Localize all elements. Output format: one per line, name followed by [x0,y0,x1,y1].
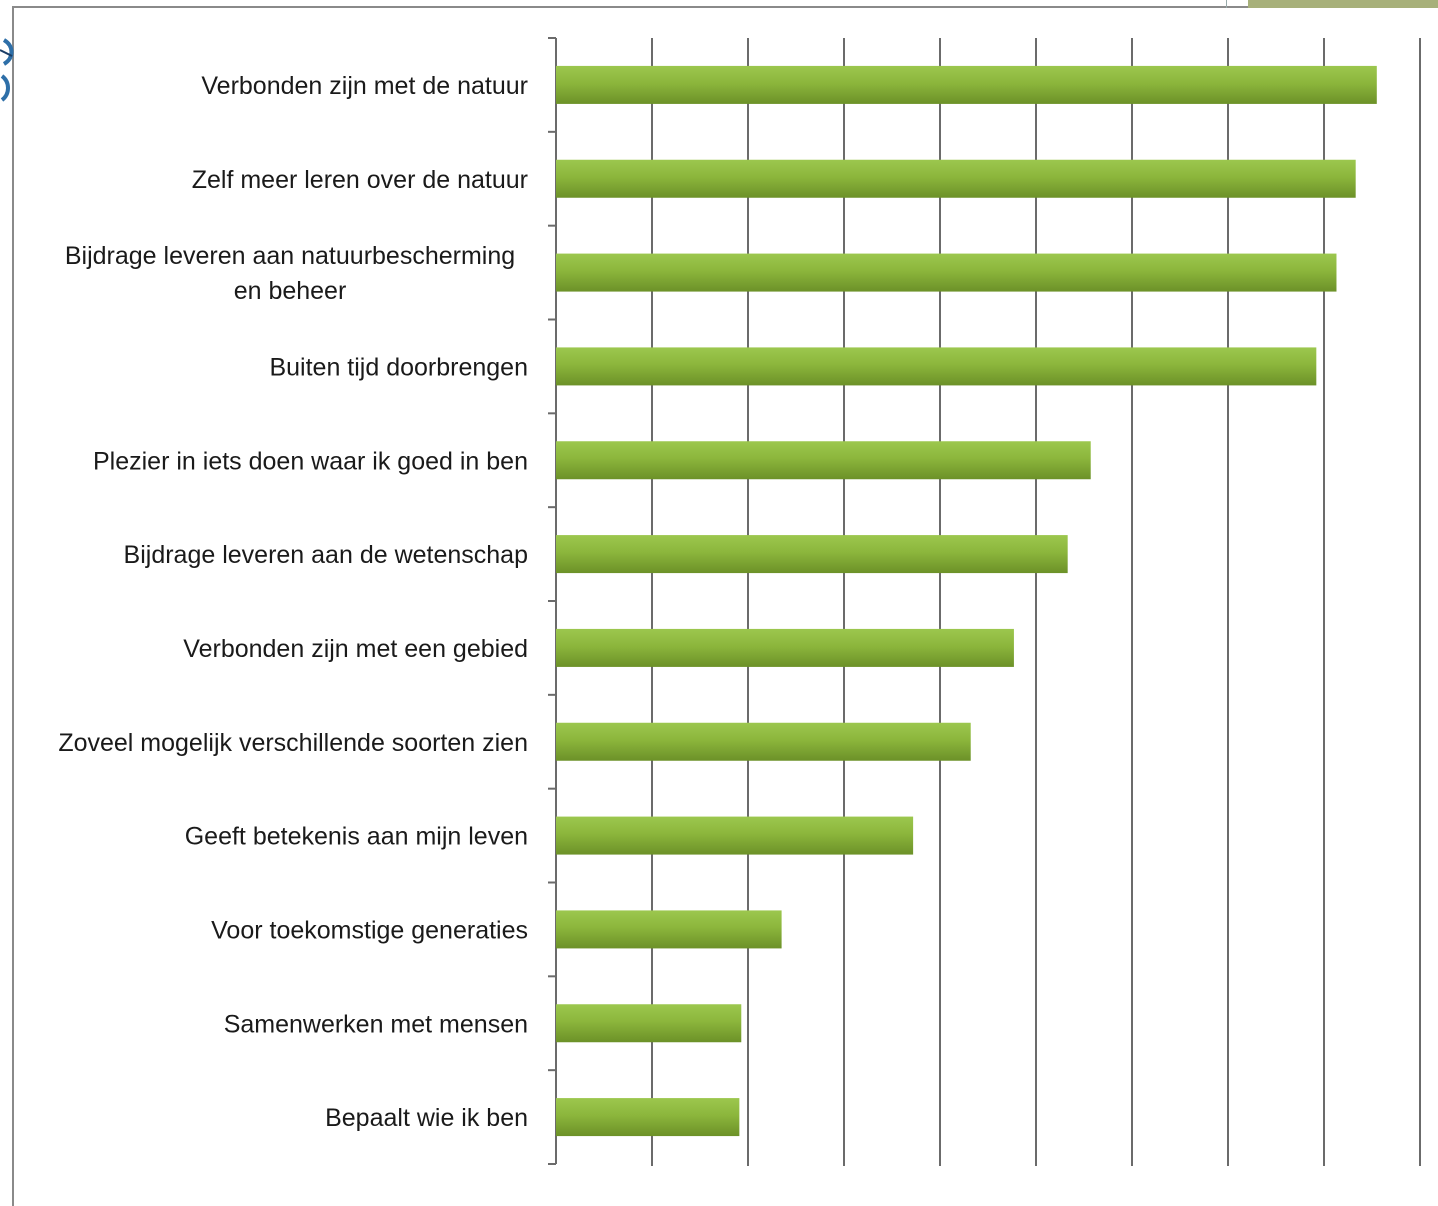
bar-3 [556,253,1337,292]
bar-10 [556,910,782,949]
bar-11 [556,1004,742,1043]
category-label-7: Verbonden zijn met een gebied [183,635,528,663]
category-label-2: Zelf meer leren over de natuur [192,166,528,194]
category-label-8: Zoveel mogelijk verschillende soorten zi… [58,729,528,757]
chart-frame [12,6,1438,1206]
bar-6 [556,535,1068,574]
logo-fragment-icon [0,38,14,102]
corner-tab-fill [1248,0,1438,8]
category-label-6: Bijdrage leveren aan de wetenschap [124,541,528,569]
corner-tab [1226,0,1438,8]
bar-5 [556,441,1091,480]
category-label-11: Samenwerken met mensen [224,1010,528,1038]
bar-2 [556,159,1356,198]
category-label-5: Plezier in iets doen waar ik goed in ben [93,447,528,475]
category-label-3: Bijdrage leveren aan natuurbescherming en… [65,242,515,305]
category-label-1: Verbonden zijn met de natuur [201,72,528,100]
bar-1 [556,65,1377,104]
bar-8 [556,722,971,761]
bar-9 [556,816,914,855]
bar-12 [556,1098,740,1137]
bar-7 [556,628,1014,667]
category-label-9: Geeft betekenis aan mijn leven [185,823,528,851]
category-label-12: Bepaalt wie ik ben [325,1104,528,1132]
category-label-4: Buiten tijd doorbrengen [269,353,528,381]
bar-4 [556,347,1317,386]
category-label-10: Voor toekomstige generaties [211,916,528,944]
